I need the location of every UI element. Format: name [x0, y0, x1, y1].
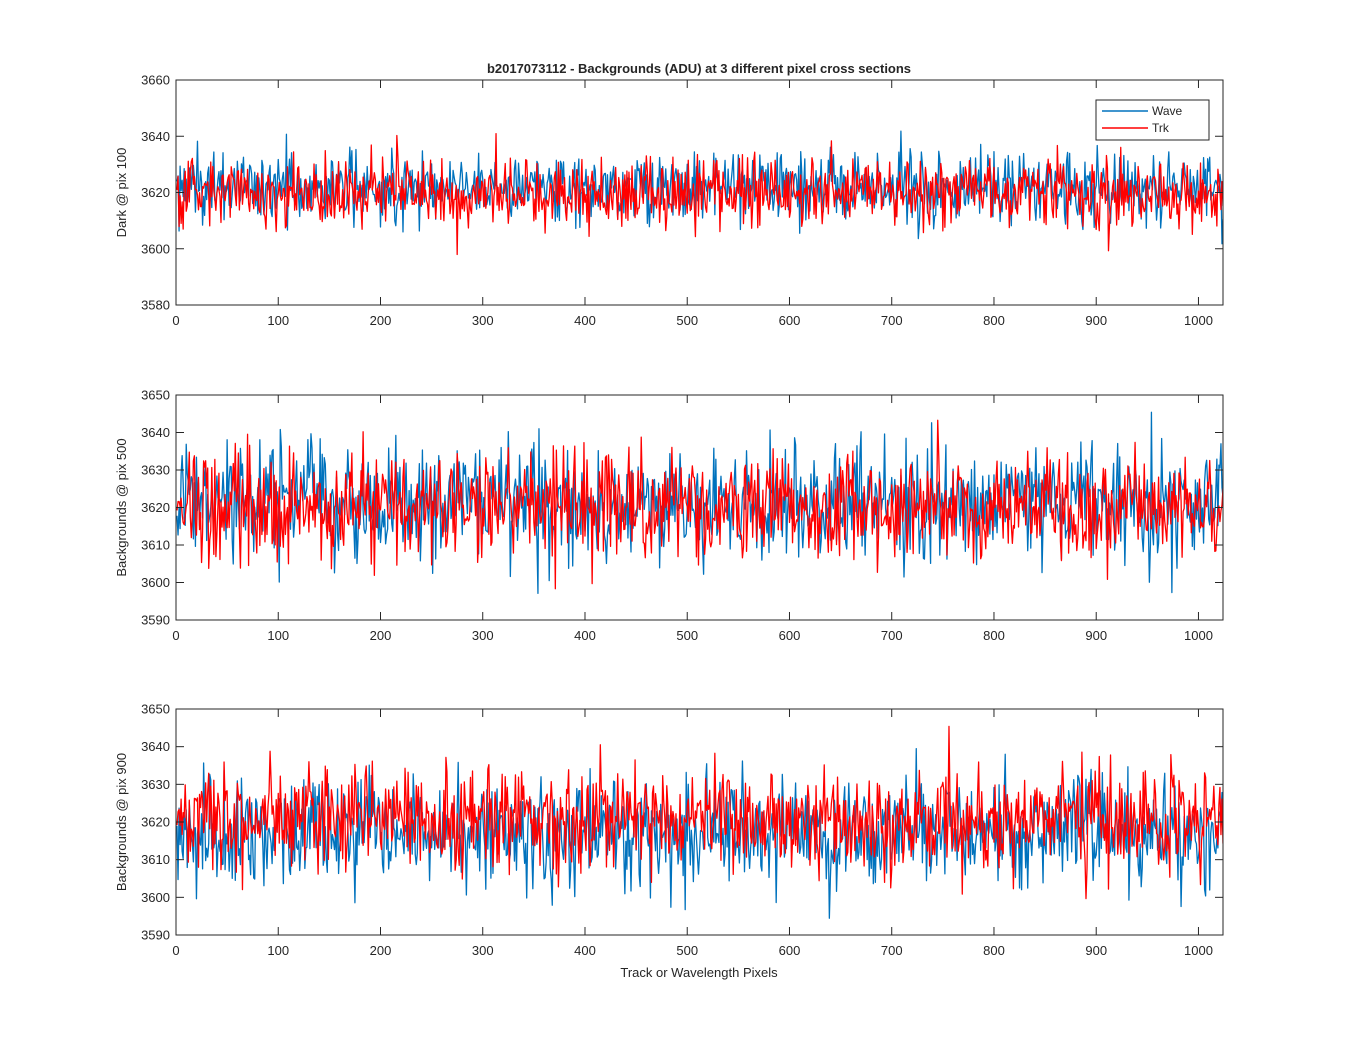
x-tick-label: 1000 [1184, 943, 1213, 958]
x-tick-label: 800 [983, 313, 1005, 328]
figure-title: b2017073112 - Backgrounds (ADU) at 3 dif… [487, 61, 911, 76]
x-tick-label: 700 [881, 628, 903, 643]
y-tick-label: 3610 [141, 852, 170, 867]
y-tick-label: 3650 [141, 702, 170, 717]
subplot-1: 0 100 200 300 400 500 600 700 800 900 1000 3580 3600… [114, 73, 1224, 328]
x-tick-label: 900 [1085, 313, 1107, 328]
y-tick-label: 3580 [141, 298, 170, 313]
x-tick-label: 300 [472, 628, 494, 643]
legend-label-wave: Wave [1152, 104, 1183, 118]
y-tick-label: 3620 [141, 815, 170, 830]
y-tick-label: 3600 [141, 575, 170, 590]
x-tick-label: 1000 [1184, 628, 1213, 643]
y-tick-label: 3640 [141, 425, 170, 440]
series-line-trk [176, 133, 1223, 256]
legend-box [1095, 99, 1210, 141]
x-tick-label: 200 [370, 628, 392, 643]
series-line-trk [176, 419, 1223, 590]
y-axis-label: Backgrounds @ pix 900 [114, 753, 129, 891]
x-tick-label: 600 [779, 628, 801, 643]
y-tick-label: 3620 [141, 500, 170, 515]
y-tick-label: 3600 [141, 241, 170, 256]
x-tick-label: 600 [779, 313, 801, 328]
y-tick-label: 3610 [141, 538, 170, 553]
y-tick-label: 3640 [141, 739, 170, 754]
x-tick-label: 200 [370, 943, 392, 958]
y-tick-label: 3640 [141, 129, 170, 144]
y-tick-label: 3650 [141, 388, 170, 403]
x-tick-label: 0 [172, 313, 179, 328]
legend: Wave Trk [1095, 99, 1210, 141]
subplot-2: 0 100 200 300 400 500 600 700 800 900 1000 3590 3600… [114, 388, 1224, 643]
x-tick-label: 300 [472, 313, 494, 328]
x-tick-label: 1000 [1184, 313, 1213, 328]
y-tick-label: 3590 [141, 613, 170, 628]
x-tick-label: 0 [172, 628, 179, 643]
y-axis-label: Backgrounds @ pix 500 [114, 438, 129, 576]
x-tick-label: 100 [267, 943, 289, 958]
x-tick-label: 100 [267, 628, 289, 643]
series-line-trk [176, 725, 1223, 900]
x-tick-label: 600 [779, 943, 801, 958]
x-tick-label: 300 [472, 943, 494, 958]
y-tick-label: 3590 [141, 928, 170, 943]
y-tick-label: 3620 [141, 185, 170, 200]
x-tick-label: 700 [881, 943, 903, 958]
subplots: 0 100 200 300 400 500 600 700 800 900 100035803600… [114, 73, 1224, 958]
x-tick-label: 400 [574, 313, 596, 328]
x-tick-label: 500 [676, 313, 698, 328]
y-tick-label: 3600 [141, 890, 170, 905]
legend-label-trk: Trk [1152, 121, 1170, 135]
x-tick-label: 0 [172, 943, 179, 958]
y-tick-label: 3660 [141, 73, 170, 88]
x-tick-label: 900 [1085, 628, 1107, 643]
x-tick-label: 800 [983, 943, 1005, 958]
x-tick-label: 500 [676, 943, 698, 958]
x-tick-label: 400 [574, 943, 596, 958]
x-tick-label: 800 [983, 628, 1005, 643]
x-tick-label: 200 [370, 313, 392, 328]
x-tick-label: 100 [267, 313, 289, 328]
x-tick-label: 700 [881, 313, 903, 328]
y-axis-label: Dark @ pix 100 [114, 148, 129, 238]
y-tick-label: 3630 [141, 463, 170, 478]
y-tick-label: 3630 [141, 777, 170, 792]
x-tick-label: 400 [574, 628, 596, 643]
x-axis-label: Track or Wavelength Pixels [620, 965, 778, 980]
subplot-3: 0 100 200 300 400 500 600 700 800 900 1000 3590 3600… [114, 702, 1224, 958]
x-tick-label: 500 [676, 628, 698, 643]
x-tick-label: 900 [1085, 943, 1107, 958]
